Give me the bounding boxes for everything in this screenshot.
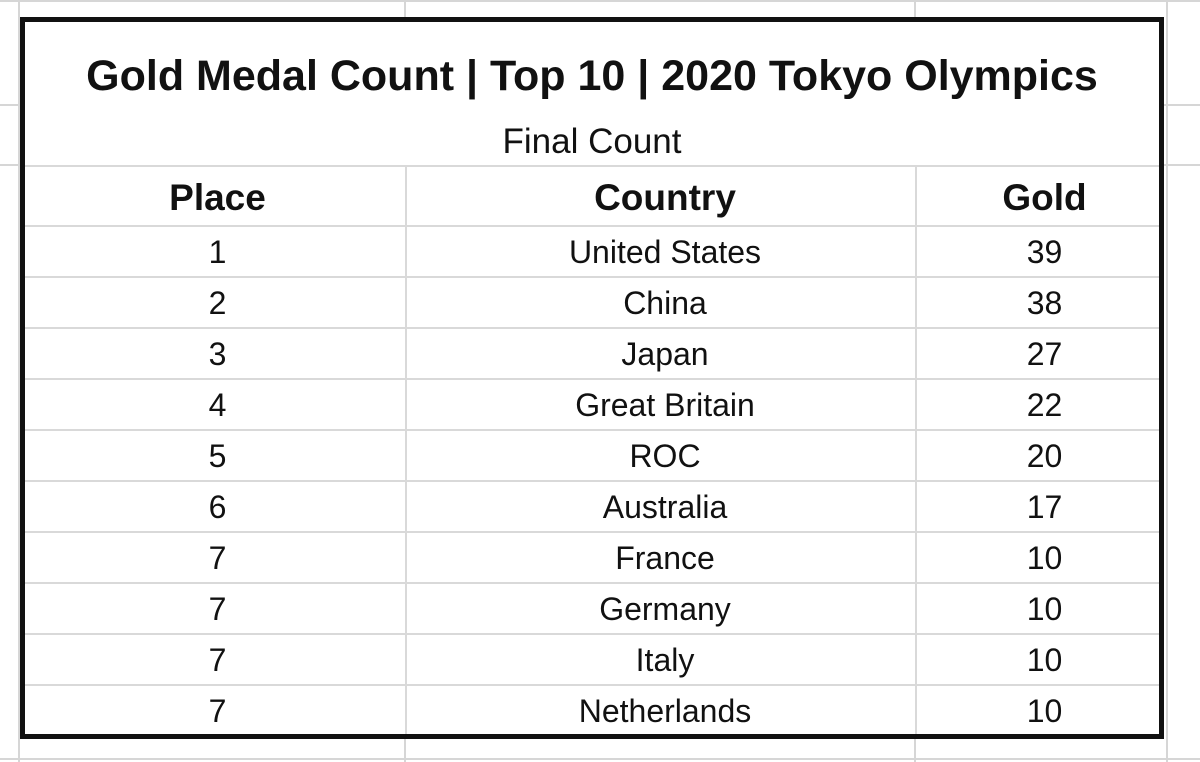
- table-row: 1 United States 39: [25, 227, 1159, 278]
- table-subtitle[interactable]: Final Count: [502, 122, 682, 161]
- country-cell[interactable]: United States: [568, 234, 762, 270]
- country-cell[interactable]: ROC: [629, 438, 701, 474]
- table-row: 6 Australia 17: [25, 482, 1159, 533]
- place-cell[interactable]: 5: [208, 438, 227, 474]
- place-cell[interactable]: 2: [208, 285, 227, 321]
- row-divider: [25, 327, 1159, 329]
- place-cell[interactable]: 4: [208, 387, 227, 423]
- row-divider: [25, 429, 1159, 431]
- row-divider: [25, 165, 1159, 167]
- table-row: 2 China 38: [25, 278, 1159, 329]
- row-divider: [25, 480, 1159, 482]
- column-divider: [405, 167, 407, 734]
- gold-cell[interactable]: 20: [1026, 438, 1063, 474]
- sheet-gridline: [0, 758, 1200, 760]
- country-cell[interactable]: Japan: [621, 336, 709, 372]
- table-row: 7 Netherlands 10: [25, 686, 1159, 737]
- table-header-row: Place Country Gold: [25, 167, 1159, 218]
- place-cell[interactable]: 7: [208, 591, 227, 627]
- gold-cell[interactable]: 10: [1026, 693, 1063, 729]
- country-cell[interactable]: Germany: [599, 591, 731, 627]
- table-row: 3 Japan 27: [25, 329, 1159, 380]
- row-divider: [25, 684, 1159, 686]
- country-cell[interactable]: China: [623, 285, 707, 321]
- gold-cell[interactable]: 38: [1026, 285, 1063, 321]
- country-cell[interactable]: Australia: [602, 489, 728, 525]
- country-cell[interactable]: France: [615, 540, 715, 576]
- table-title[interactable]: Gold Medal Count | Top 10 | 2020 Tokyo O…: [86, 52, 1098, 100]
- row-divider: [25, 633, 1159, 635]
- place-cell[interactable]: 7: [208, 540, 227, 576]
- place-cell[interactable]: 6: [208, 489, 227, 525]
- row-divider: [25, 582, 1159, 584]
- row-divider: [25, 378, 1159, 380]
- gold-cell[interactable]: 22: [1026, 387, 1063, 423]
- gold-cell[interactable]: 10: [1026, 591, 1063, 627]
- table-row: 7 France 10: [25, 533, 1159, 584]
- medal-table: Gold Medal Count | Top 10 | 2020 Tokyo O…: [20, 17, 1164, 739]
- country-cell[interactable]: Great Britain: [575, 387, 755, 423]
- table-row: 7 Italy 10: [25, 635, 1159, 686]
- header-place[interactable]: Place: [169, 177, 266, 218]
- column-divider: [915, 167, 917, 734]
- table-row: 7 Germany 10: [25, 584, 1159, 635]
- header-gold[interactable]: Gold: [1002, 177, 1087, 218]
- place-cell[interactable]: 7: [208, 642, 227, 678]
- place-cell[interactable]: 1: [208, 234, 227, 270]
- place-cell[interactable]: 7: [208, 693, 227, 729]
- country-cell[interactable]: Netherlands: [578, 693, 752, 729]
- country-cell[interactable]: Italy: [635, 642, 695, 678]
- header-country[interactable]: Country: [594, 177, 736, 218]
- row-divider: [25, 225, 1159, 227]
- row-divider: [25, 531, 1159, 533]
- gold-cell[interactable]: 10: [1026, 540, 1063, 576]
- table-row: 4 Great Britain 22: [25, 380, 1159, 431]
- place-cell[interactable]: 3: [208, 336, 227, 372]
- table-row: 5 ROC 20: [25, 431, 1159, 482]
- gold-cell[interactable]: 39: [1026, 234, 1063, 270]
- sheet-gridline: [0, 0, 1200, 2]
- gold-cell[interactable]: 10: [1026, 642, 1063, 678]
- gold-cell[interactable]: 27: [1026, 336, 1063, 372]
- row-divider: [25, 276, 1159, 278]
- gold-cell[interactable]: 17: [1026, 489, 1063, 525]
